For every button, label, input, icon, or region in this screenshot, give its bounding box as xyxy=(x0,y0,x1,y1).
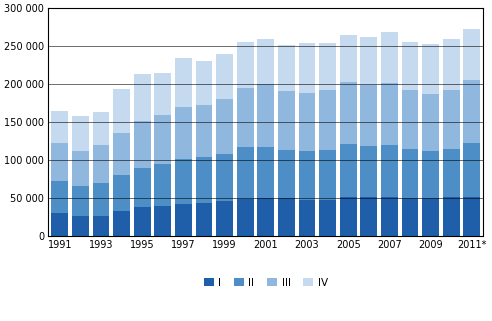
Bar xyxy=(319,200,336,236)
Bar xyxy=(381,197,398,236)
Bar xyxy=(422,44,439,94)
Bar xyxy=(401,90,418,149)
Bar xyxy=(216,54,233,100)
Bar xyxy=(72,116,89,151)
Bar xyxy=(443,39,460,90)
Bar xyxy=(51,111,68,143)
Bar xyxy=(278,198,295,236)
Bar xyxy=(175,57,192,107)
Bar xyxy=(134,168,151,207)
Bar xyxy=(401,149,418,198)
Bar xyxy=(401,198,418,236)
Bar xyxy=(175,107,192,159)
Bar xyxy=(299,93,315,151)
Bar xyxy=(319,90,336,150)
Bar xyxy=(257,198,274,236)
Bar xyxy=(51,213,68,236)
Bar xyxy=(257,146,274,198)
Bar xyxy=(463,143,480,197)
Bar xyxy=(339,35,357,82)
Bar xyxy=(216,154,233,201)
Bar xyxy=(237,199,253,236)
Bar xyxy=(195,61,213,106)
Bar xyxy=(72,186,89,216)
Bar xyxy=(72,216,89,236)
Bar xyxy=(237,147,253,199)
Bar xyxy=(422,151,439,198)
Bar xyxy=(443,90,460,149)
Bar xyxy=(360,85,377,146)
Bar xyxy=(360,197,377,236)
Bar xyxy=(92,183,109,216)
Bar xyxy=(92,145,109,183)
Legend: I, II, III, IV: I, II, III, IV xyxy=(200,273,332,292)
Bar xyxy=(339,197,357,236)
Bar xyxy=(134,207,151,236)
Bar xyxy=(339,82,357,144)
Bar xyxy=(319,43,336,90)
Bar xyxy=(381,32,398,83)
Bar xyxy=(257,39,274,84)
Bar xyxy=(278,91,295,150)
Bar xyxy=(51,181,68,213)
Bar xyxy=(195,203,213,236)
Bar xyxy=(381,145,398,197)
Bar xyxy=(463,80,480,143)
Bar xyxy=(299,151,315,200)
Bar xyxy=(319,150,336,200)
Bar xyxy=(113,133,130,175)
Bar xyxy=(278,45,295,91)
Bar xyxy=(195,106,213,157)
Bar xyxy=(92,216,109,236)
Bar xyxy=(422,94,439,151)
Bar xyxy=(443,197,460,236)
Bar xyxy=(113,175,130,211)
Bar xyxy=(154,164,171,206)
Bar xyxy=(422,198,439,236)
Bar xyxy=(237,42,253,88)
Bar xyxy=(113,211,130,236)
Bar xyxy=(299,200,315,236)
Bar xyxy=(113,89,130,133)
Bar xyxy=(443,149,460,197)
Bar xyxy=(134,121,151,168)
Bar xyxy=(216,201,233,236)
Bar xyxy=(195,157,213,203)
Bar xyxy=(237,88,253,147)
Bar xyxy=(463,197,480,236)
Bar xyxy=(154,206,171,236)
Bar xyxy=(92,112,109,145)
Bar xyxy=(360,37,377,85)
Bar xyxy=(51,143,68,181)
Bar xyxy=(175,204,192,236)
Bar xyxy=(360,146,377,197)
Bar xyxy=(401,42,418,90)
Bar xyxy=(278,150,295,198)
Bar xyxy=(216,100,233,154)
Bar xyxy=(154,73,171,115)
Bar xyxy=(381,83,398,145)
Bar xyxy=(299,43,315,93)
Bar xyxy=(154,115,171,164)
Bar xyxy=(175,159,192,204)
Bar xyxy=(463,29,480,80)
Bar xyxy=(134,74,151,121)
Bar xyxy=(339,144,357,197)
Bar xyxy=(257,84,274,146)
Bar xyxy=(72,151,89,186)
